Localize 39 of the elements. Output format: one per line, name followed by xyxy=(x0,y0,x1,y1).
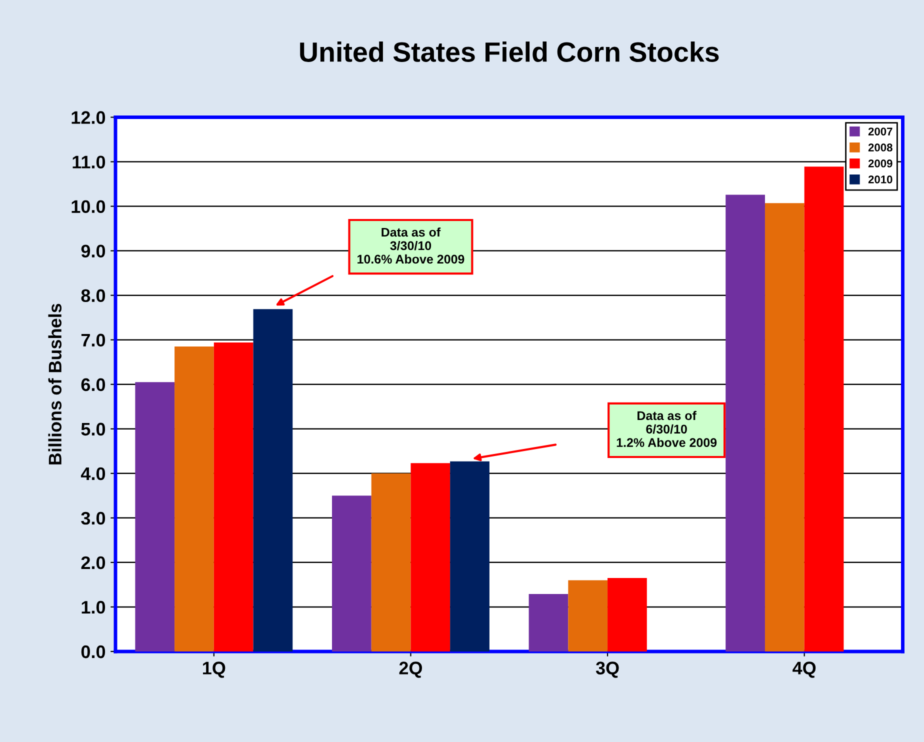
y-tick-label: 1.0 xyxy=(82,600,106,614)
legend-label: 2009 xyxy=(868,160,892,168)
bar xyxy=(528,594,568,652)
bar xyxy=(764,203,804,652)
y-tick-label: 2.0 xyxy=(81,556,106,570)
y-tick-label: 5.0 xyxy=(81,422,106,436)
bar xyxy=(214,342,254,652)
bar xyxy=(135,382,175,652)
legend-label: 2008 xyxy=(868,144,892,152)
bar xyxy=(253,309,293,652)
chart-title: United States Field Corn Stocks xyxy=(300,42,719,62)
y-axis-title: Billions of Bushels xyxy=(48,304,62,464)
bar xyxy=(174,346,214,652)
bar xyxy=(450,461,490,652)
x-tick-label: 1Q xyxy=(203,662,226,678)
annotation: Data as of 3/30/10 10.6% Above 2009 xyxy=(358,228,464,264)
y-tick-label: 4.0 xyxy=(80,467,106,480)
x-tick-label: 4Q xyxy=(792,662,816,678)
legend-label: 2010 xyxy=(868,176,892,184)
bar xyxy=(410,463,450,652)
annotation: Data as of 6/30/10 1.2% Above 2009 xyxy=(616,410,717,448)
legend-label: 2007 xyxy=(868,128,892,136)
bar xyxy=(371,473,411,652)
x-tick-label: 2Q xyxy=(399,662,422,678)
y-tick-label: 12.0 xyxy=(72,111,106,124)
x-tick-label: 3Q xyxy=(596,662,619,678)
y-tick-label: 3.0 xyxy=(81,512,106,525)
bar xyxy=(726,194,765,652)
y-tick-label: 7.0 xyxy=(81,334,106,347)
y-tick-label: 9.0 xyxy=(81,244,106,258)
bar xyxy=(568,580,608,652)
y-tick-label: 10.0 xyxy=(72,200,106,213)
bar xyxy=(804,166,844,652)
y-tick-label: 0.0 xyxy=(81,645,106,658)
y-tick-label: 6.0 xyxy=(81,378,106,392)
y-tick-label: 11.0 xyxy=(72,156,106,168)
bar xyxy=(332,496,372,652)
y-tick-label: 8.0 xyxy=(81,289,106,302)
bar xyxy=(608,578,647,652)
